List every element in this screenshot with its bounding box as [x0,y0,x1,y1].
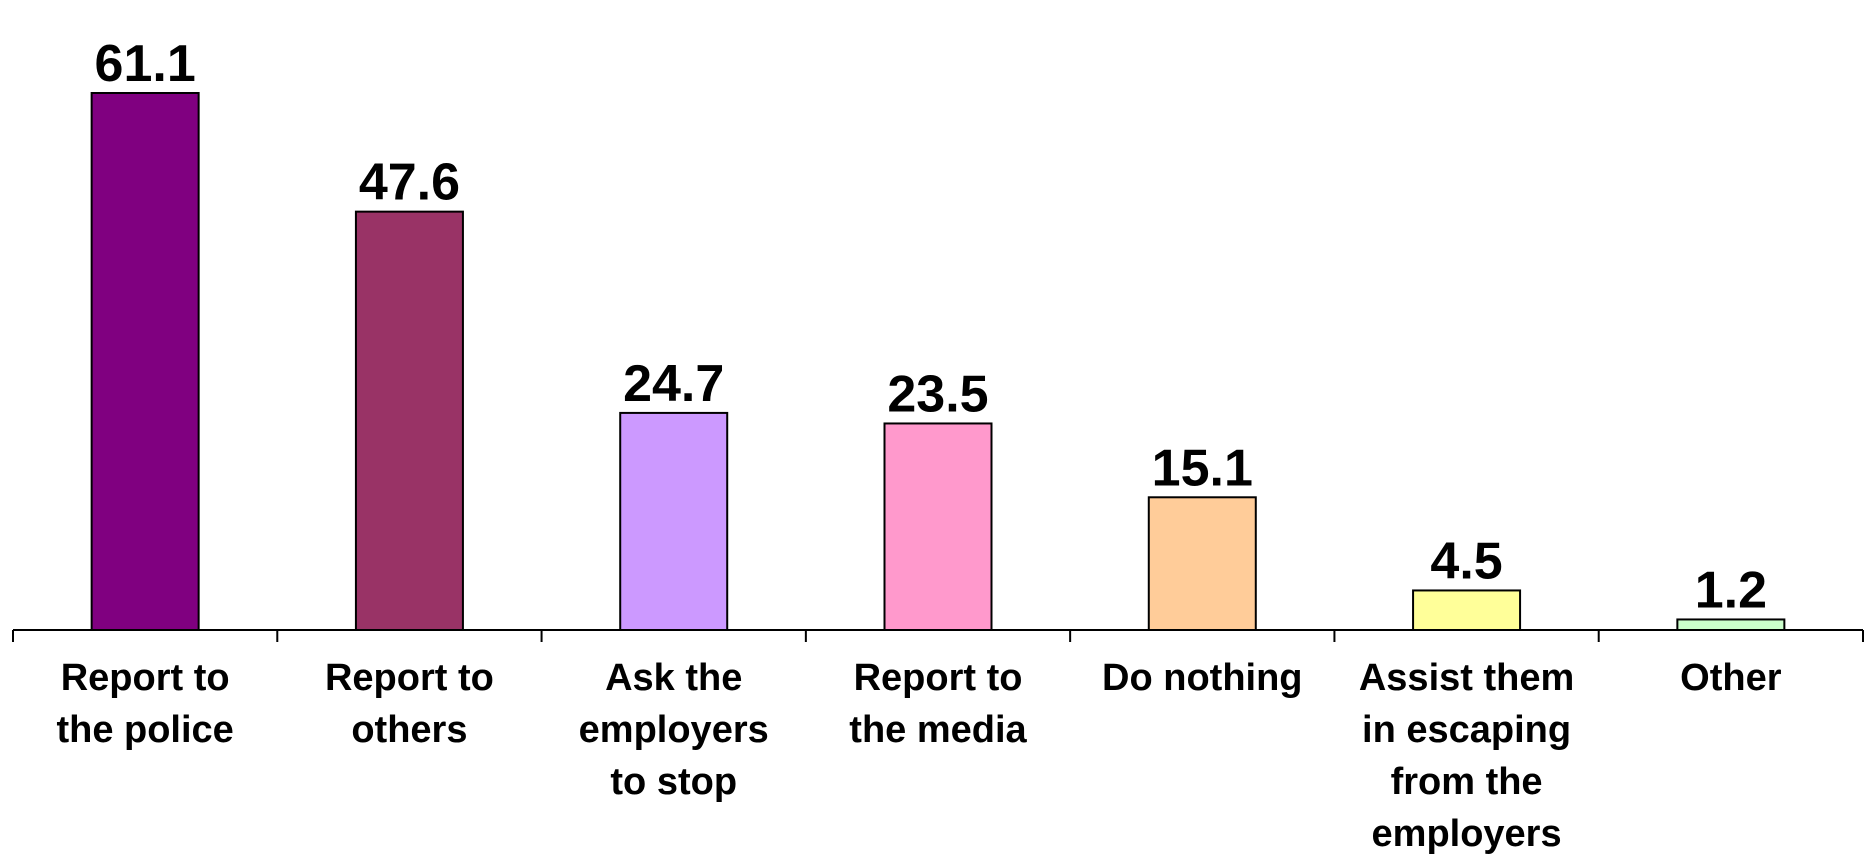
x-axis-tick-labels-group: Report to the police Report to others Ask th… [56,657,1781,855]
bar-value-label: 23.5 [887,365,988,423]
x-axis-tick-label-line: Ask the [605,657,742,699]
x-axis-tick-label-line: the media [849,709,1027,751]
x-axis-tick-label: Report to others [325,657,494,751]
x-axis-tick-label: Report to the police [56,657,233,751]
x-axis-tick-label-line: in escaping [1362,709,1571,751]
x-axis-tick-label: Do nothing [1102,657,1302,699]
bar [90,92,200,631]
x-axis-tick-label: Report to the media [849,657,1027,751]
x-axis-tick-label: Ask the employers to stop [579,657,769,803]
x-axis-tick-label-line: the police [56,709,233,751]
value-labels-group: 61.1 47.6 24.7 23.5 15.1 4.5 1.2 [95,35,1767,619]
bar-value-label: 47.6 [359,154,460,212]
x-axis-tick-label-line: Report to [325,657,494,699]
x-axis-tick-label-line: from the [1391,761,1543,803]
bars-group [90,92,1786,632]
x-axis-tick-label-line: Do nothing [1102,657,1302,699]
bar-value-label: 24.7 [623,355,724,413]
bar [1412,589,1522,631]
x-axis-tick-label-line: Other [1680,657,1782,699]
x-axis-ticks-group [12,630,1864,642]
bar-value-label: 1.2 [1695,561,1767,619]
x-axis-tick-label-line: others [351,709,467,751]
x-axis-tick-label: Other [1680,657,1782,699]
x-axis-tick-label-line: Report to [854,657,1023,699]
x-axis-tick-label-line: employers [1372,813,1562,855]
bar-value-label: 4.5 [1430,532,1502,590]
bar [883,422,993,632]
bar-value-label: 15.1 [1152,439,1253,497]
x-axis-tick-label-line: Assist them [1359,657,1574,699]
bar [1676,618,1786,632]
bar [354,210,464,631]
x-axis-tick-label: Assist them in escaping from the employers [1359,657,1574,855]
bar-value-label: 61.1 [95,35,196,93]
bar [619,411,729,631]
x-axis-tick-label-line: to stop [610,761,737,803]
x-axis-tick-label-line: employers [579,709,769,751]
x-axis-tick-label-line: Report to [61,657,230,699]
bar [1147,496,1257,631]
